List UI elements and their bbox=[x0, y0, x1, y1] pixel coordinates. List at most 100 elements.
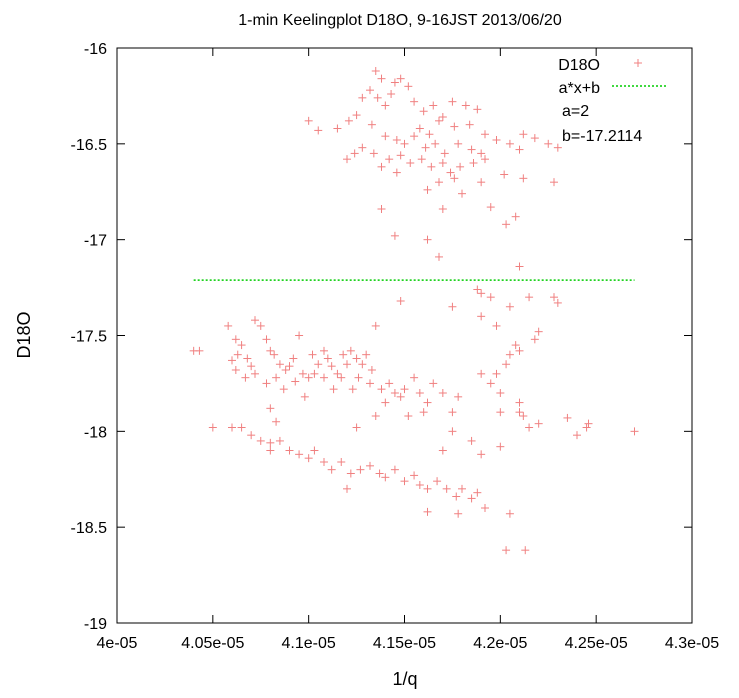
data-point bbox=[369, 149, 378, 158]
data-point bbox=[481, 130, 489, 139]
data-point bbox=[314, 126, 323, 135]
data-point bbox=[346, 346, 355, 355]
data-point bbox=[584, 419, 593, 428]
data-point bbox=[438, 205, 447, 213]
data-point bbox=[502, 546, 511, 555]
data-point bbox=[477, 369, 486, 378]
data-point bbox=[448, 97, 457, 106]
data-point bbox=[500, 170, 509, 179]
data-point bbox=[446, 168, 455, 177]
data-point bbox=[519, 130, 528, 139]
data-point bbox=[465, 120, 474, 129]
data-point bbox=[534, 327, 543, 336]
data-point bbox=[469, 159, 478, 167]
data-point bbox=[266, 346, 275, 355]
data-point bbox=[534, 419, 543, 428]
data-point bbox=[423, 185, 432, 194]
data-point bbox=[285, 446, 294, 455]
data-point bbox=[392, 168, 401, 177]
data-point bbox=[573, 431, 581, 440]
data-point bbox=[448, 302, 457, 311]
data-point bbox=[304, 454, 313, 463]
data-point bbox=[337, 373, 346, 382]
data-point bbox=[352, 423, 361, 432]
data-point bbox=[381, 398, 390, 407]
data-point bbox=[423, 484, 432, 493]
data-point bbox=[467, 494, 476, 503]
d18o-points bbox=[189, 67, 639, 555]
data-point bbox=[438, 446, 447, 455]
data-point bbox=[429, 379, 438, 388]
data-point bbox=[477, 178, 486, 187]
data-point bbox=[486, 379, 495, 388]
data-point bbox=[550, 178, 558, 187]
data-point bbox=[519, 412, 528, 420]
data-point bbox=[421, 143, 430, 152]
data-point bbox=[438, 113, 447, 121]
data-point bbox=[275, 436, 284, 445]
data-point bbox=[553, 298, 562, 307]
data-point bbox=[431, 139, 440, 148]
data-point bbox=[473, 488, 482, 497]
data-point bbox=[279, 385, 288, 394]
data-point bbox=[366, 461, 374, 470]
data-point bbox=[435, 252, 443, 261]
data-point bbox=[515, 346, 524, 355]
legend-label-fit: a*x+b bbox=[559, 80, 600, 97]
data-point bbox=[429, 101, 438, 110]
data-point bbox=[415, 481, 424, 489]
data-point bbox=[385, 155, 394, 164]
data-point bbox=[208, 423, 217, 432]
data-point bbox=[231, 366, 240, 374]
data-point bbox=[350, 149, 359, 158]
data-point bbox=[272, 373, 281, 382]
data-point bbox=[366, 379, 374, 388]
data-point bbox=[298, 369, 307, 378]
data-point bbox=[275, 360, 284, 369]
data-point bbox=[477, 450, 486, 459]
data-point bbox=[256, 436, 265, 445]
x-tick-label: 4.05e-05 bbox=[181, 635, 244, 652]
data-point bbox=[406, 159, 415, 167]
data-point bbox=[486, 203, 495, 212]
legend: D18O a*x+b bbox=[558, 57, 666, 97]
x-axis-tick-labels: 4e-05 4.05e-05 4.1e-05 4.15e-05 4.2e-05 4.25e… bbox=[97, 635, 720, 652]
data-point bbox=[419, 408, 428, 417]
x-axis-ticks bbox=[116, 48, 693, 623]
data-point bbox=[256, 321, 265, 330]
data-point bbox=[467, 145, 476, 154]
data-point bbox=[366, 86, 374, 95]
data-point bbox=[295, 331, 304, 340]
y-tick-label: -18.5 bbox=[71, 520, 108, 537]
data-point bbox=[358, 143, 367, 152]
data-point bbox=[270, 350, 279, 359]
data-point bbox=[381, 132, 390, 141]
data-point bbox=[356, 465, 365, 474]
y-tick-label: -19 bbox=[84, 616, 107, 633]
data-point bbox=[337, 458, 346, 466]
data-point bbox=[354, 373, 363, 382]
data-point bbox=[333, 124, 342, 133]
data-point bbox=[423, 398, 432, 407]
data-point bbox=[515, 408, 524, 417]
data-point bbox=[496, 389, 505, 397]
data-point bbox=[438, 389, 447, 397]
data-point bbox=[348, 385, 357, 394]
data-point bbox=[492, 321, 501, 330]
data-point bbox=[343, 484, 351, 493]
data-point bbox=[525, 423, 534, 432]
data-point bbox=[310, 446, 319, 455]
data-point bbox=[228, 356, 236, 365]
data-point bbox=[381, 473, 390, 482]
data-point bbox=[377, 162, 386, 171]
y-axis-label: D18O bbox=[14, 311, 34, 358]
data-point bbox=[373, 93, 382, 102]
data-point bbox=[320, 458, 328, 466]
data-point bbox=[458, 484, 466, 493]
data-point bbox=[550, 293, 558, 302]
data-point bbox=[477, 312, 486, 321]
data-point bbox=[492, 136, 501, 144]
data-point bbox=[371, 412, 380, 420]
data-point bbox=[454, 392, 463, 401]
